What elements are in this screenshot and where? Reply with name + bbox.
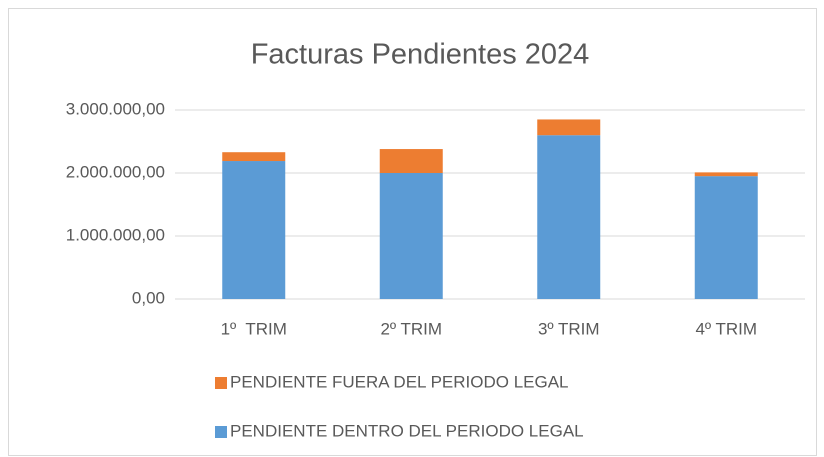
y-tick-label: 1.000.000,00 <box>66 225 165 244</box>
y-tick-label: 3.000.000,00 <box>66 99 165 118</box>
bar-segment <box>222 152 286 162</box>
legend-label: PENDIENTE FUERA DEL PERIODO LEGAL <box>230 372 569 391</box>
x-tick-label: 1º TRIM <box>221 319 287 338</box>
bar-segment <box>222 161 286 299</box>
bar-segment <box>379 173 443 299</box>
x-tick-label: 2º TRIM <box>380 319 442 338</box>
bar-segment <box>694 176 758 299</box>
bar-segment <box>537 119 601 136</box>
bar-segment <box>694 172 758 177</box>
y-tick-label: 0,00 <box>132 288 165 307</box>
x-tick-label: 3º TRIM <box>538 319 600 338</box>
legend-swatch <box>215 426 227 438</box>
legend-swatch <box>215 377 227 389</box>
bar-segment <box>537 135 601 299</box>
chart-title: Facturas Pendientes 2024 <box>251 39 590 71</box>
y-tick-label: 2.000.000,00 <box>66 162 165 181</box>
x-tick-label: 4º TRIM <box>695 319 757 338</box>
legend-label: PENDIENTE DENTRO DEL PERIODO LEGAL <box>230 421 584 440</box>
bar-segment <box>379 149 443 173</box>
